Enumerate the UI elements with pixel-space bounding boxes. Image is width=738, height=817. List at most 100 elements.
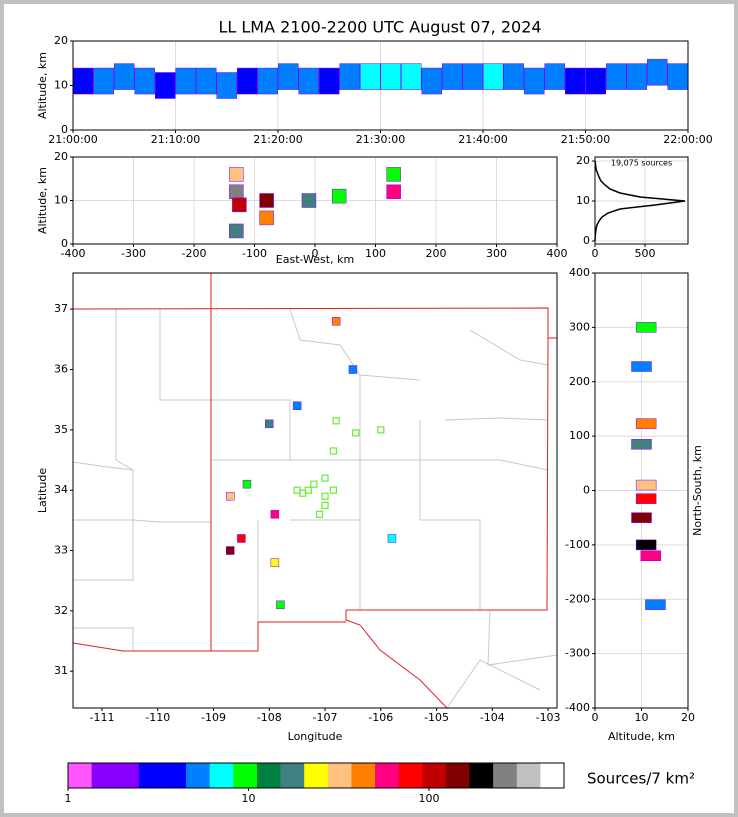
y-tick-label: 10: [54, 194, 68, 207]
source-cell: [565, 67, 586, 95]
x-tick-label: 500: [635, 247, 656, 260]
y-tick-label: 20: [54, 150, 68, 163]
station: [352, 429, 360, 437]
station: [332, 417, 340, 425]
source-cell: [242, 479, 252, 489]
source-cell: [360, 63, 381, 90]
station: [310, 480, 318, 488]
altitude-histogram: [594, 160, 686, 242]
y-tick-label: 31: [54, 664, 68, 677]
x-tick-label: 100: [365, 247, 386, 260]
colorbar-swatch: [91, 763, 116, 788]
y-tick-label: 10: [576, 194, 590, 207]
source-cell: [257, 67, 278, 95]
source-cell: [635, 418, 657, 429]
source-cell: [196, 67, 217, 95]
colorbar-swatch: [516, 763, 541, 788]
source-cell: [387, 534, 397, 543]
x-tick-label: -109: [201, 711, 226, 724]
y-axis-label: Latitude: [36, 468, 49, 514]
y-tick-label: 20: [54, 34, 68, 47]
colorbar-swatch: [493, 763, 518, 788]
source-cell: [626, 63, 647, 90]
y-tick-label: 33: [54, 544, 68, 557]
source-cell: [270, 558, 280, 567]
source-cell: [640, 550, 662, 561]
source-cell: [155, 72, 176, 99]
station: [315, 510, 324, 518]
source-cell: [503, 63, 524, 90]
x-tick-label: 10: [635, 711, 649, 724]
y-tick-label: 20: [576, 154, 590, 167]
y-tick-label: 300: [569, 320, 590, 333]
x-tick-label: -108: [257, 711, 282, 724]
colorbar-swatch: [209, 763, 234, 788]
source-cell: [631, 512, 652, 523]
x-tick-label: 300: [486, 247, 507, 260]
y-axis-label: Altitude, km: [36, 52, 49, 119]
colorbar-swatch: [469, 763, 494, 788]
x-tick-label: -200: [182, 247, 207, 260]
x-tick-label: 21:30:00: [356, 133, 405, 146]
source-cell: [225, 491, 235, 501]
source-cell: [93, 67, 114, 95]
source-cell: [229, 223, 244, 239]
source-cell: [483, 63, 504, 90]
axes-frame: [72, 156, 558, 245]
station: [329, 486, 338, 494]
source-cell: [298, 67, 319, 95]
station: [321, 501, 329, 509]
colorbar-swatch: [186, 763, 211, 788]
colorbar-swatch: [256, 763, 281, 788]
source-cell: [319, 67, 340, 95]
x-tick-label: -110: [145, 711, 170, 724]
source-cell: [635, 493, 657, 504]
source-cell: [259, 210, 274, 226]
source-cell: [259, 193, 274, 208]
source-cell: [229, 167, 244, 182]
source-cell: [348, 365, 358, 374]
x-tick-label: 21:40:00: [458, 133, 507, 146]
source-cell: [421, 67, 442, 95]
colorbar-swatch: [162, 763, 187, 788]
source-cell: [635, 479, 657, 491]
x-tick-label: -105: [424, 711, 449, 724]
source-cell: [265, 419, 274, 429]
y-tick-label: 34: [54, 483, 68, 496]
station: [293, 486, 301, 494]
y-tick-label: 200: [569, 375, 590, 388]
colorbar-swatch: [375, 763, 399, 788]
x-tick-label: -111: [90, 711, 115, 724]
source-cell: [667, 63, 688, 90]
x-tick-label: -103: [536, 711, 561, 724]
source-cell: [331, 317, 341, 326]
axes-frame: [594, 156, 689, 245]
colorbar-swatch: [304, 763, 329, 788]
x-tick-label: -100: [242, 247, 267, 260]
colorbar-swatch: [68, 763, 92, 788]
x-tick-label: -104: [480, 711, 505, 724]
source-cell: [386, 167, 401, 182]
colorbar-swatch: [445, 763, 470, 788]
colorbar-swatch: [398, 763, 423, 788]
source-cell: [270, 510, 280, 519]
source-cell: [237, 67, 258, 95]
source-cell: [401, 63, 422, 90]
y-tick-label: 400: [569, 266, 590, 279]
source-cell: [232, 197, 247, 213]
y-tick-label: 100: [569, 429, 590, 442]
colorbar-tick-label: 100: [418, 792, 439, 805]
colorbar-swatch: [351, 763, 376, 788]
y-tick-label: 0: [61, 123, 68, 136]
station: [329, 447, 338, 455]
x-tick-label: 0: [592, 711, 599, 724]
x-tick-label: -400: [61, 247, 86, 260]
source-cell: [380, 63, 401, 90]
y-tick-label: 10: [54, 79, 68, 92]
source-cell: [216, 72, 237, 99]
y-tick-label: 0: [61, 237, 68, 250]
source-cell: [645, 599, 666, 610]
source-cell: [635, 322, 657, 333]
station: [377, 426, 385, 434]
